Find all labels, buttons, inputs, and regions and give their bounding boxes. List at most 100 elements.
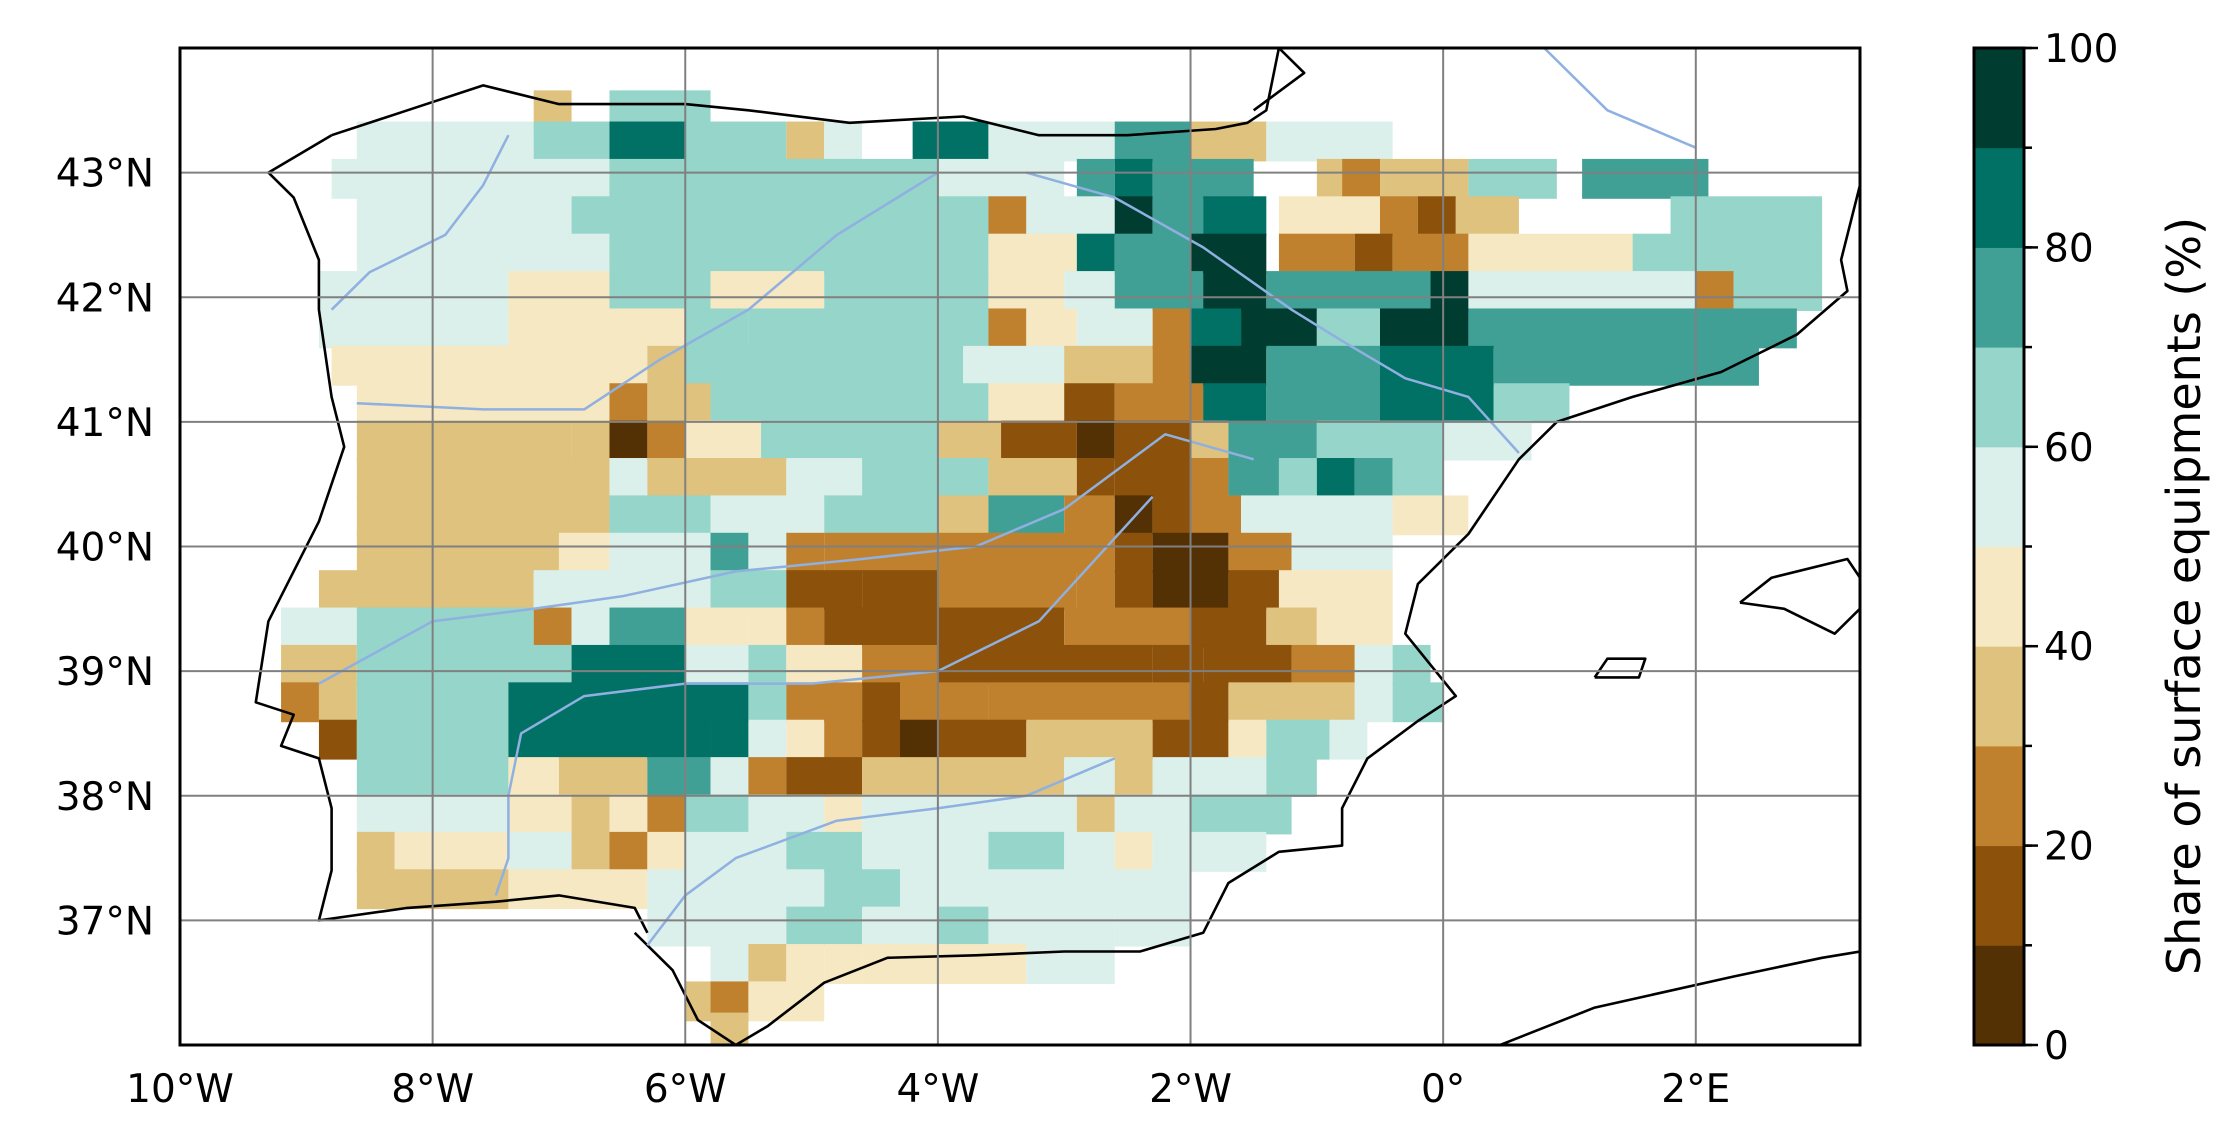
data-cell — [1076, 308, 1153, 349]
data-cell — [862, 831, 989, 872]
data-cell — [1392, 458, 1444, 498]
x-tick-label: 2°E — [1661, 1067, 1730, 1112]
data-cell — [937, 420, 1002, 461]
data-cell — [1026, 944, 1115, 984]
data-cell — [1076, 420, 1115, 461]
rivers-layer — [318, 48, 1697, 947]
data-cell — [685, 831, 787, 872]
data-cell — [1203, 644, 1292, 685]
y-tick-label: 42°N — [56, 276, 154, 321]
data-cell — [710, 532, 749, 573]
data-cell — [685, 345, 964, 386]
data-cell — [1114, 757, 1153, 797]
data-cell — [356, 458, 610, 498]
data-cell — [647, 345, 686, 386]
data-cell — [647, 383, 711, 424]
data-cell — [394, 831, 509, 872]
data-cell — [748, 607, 787, 648]
data-cell — [824, 532, 1115, 573]
data-cell — [748, 757, 787, 797]
data-cell — [1076, 570, 1115, 611]
data-cell — [1114, 831, 1153, 872]
data-cell — [558, 757, 648, 797]
data-cell — [647, 831, 686, 872]
y-tick-label: 40°N — [56, 526, 154, 571]
data-cell — [1316, 308, 1380, 349]
data-cell — [609, 158, 938, 199]
data-cell — [937, 495, 989, 536]
data-cell — [1026, 308, 1077, 349]
data-cell — [1316, 158, 1343, 199]
data-cell — [1443, 420, 1532, 461]
gridlines — [179, 48, 1860, 1045]
data-cell — [1228, 719, 1267, 760]
data-cell — [647, 869, 749, 910]
data-cell — [685, 682, 749, 723]
data-cell — [281, 682, 319, 723]
colorbar-label: Share of surface equipments (%) — [2157, 217, 2211, 975]
data-cell — [571, 831, 610, 872]
colorbar-swatch — [1974, 945, 2024, 1046]
data-cell — [1152, 495, 1191, 536]
data-cell — [1228, 420, 1317, 461]
data-cell — [647, 458, 787, 498]
colorbar-swatch — [1974, 147, 2024, 248]
data-cell — [1203, 271, 1267, 311]
data-cell — [1114, 158, 1153, 199]
data-cell — [1354, 458, 1393, 498]
data-cell — [988, 383, 1065, 424]
data-cell — [1468, 271, 1696, 311]
data-cell — [988, 831, 1065, 872]
colorbar-swatch — [1974, 845, 2024, 946]
data-cell — [1114, 383, 1204, 424]
data-cell — [647, 794, 686, 835]
data-cell — [862, 757, 1065, 797]
coastline — [1496, 950, 1860, 1045]
data-cell — [356, 495, 610, 536]
data-cell — [508, 869, 648, 910]
colorbar-swatch — [1974, 546, 2024, 647]
data-cell — [1316, 420, 1444, 461]
data-cell — [1266, 121, 1393, 162]
data-cell — [1228, 682, 1355, 723]
x-tick-label: 10°W — [126, 1067, 234, 1112]
data-cell — [318, 271, 509, 311]
data-cell — [281, 644, 357, 685]
data-cell — [1114, 271, 1204, 311]
data-cell — [1241, 308, 1317, 349]
colorbar-tick-label: 60 — [2044, 426, 2094, 471]
data-cell — [1266, 719, 1330, 760]
data-cell — [900, 719, 938, 760]
data-cell — [1026, 196, 1115, 237]
coastline — [331, 48, 1281, 137]
colorbar-tick-label: 20 — [2044, 825, 2094, 870]
data-cell — [508, 308, 686, 349]
data-cell — [508, 719, 711, 760]
data-cell — [988, 233, 1077, 274]
data-cell — [937, 158, 1065, 199]
data-cell — [1582, 158, 1709, 199]
data-cell — [1380, 158, 1469, 199]
data-cell — [609, 794, 648, 835]
data-cell — [748, 644, 787, 685]
river — [356, 171, 939, 411]
data-cell — [533, 607, 572, 648]
data-cell — [862, 794, 1077, 835]
data-cell — [1190, 121, 1267, 162]
data-cell — [318, 570, 534, 611]
data-cell — [1266, 607, 1317, 648]
data-cell — [318, 308, 509, 349]
data-cell — [1114, 420, 1191, 461]
data-cell — [937, 719, 1027, 760]
data-cell — [1241, 495, 1393, 536]
colorbar: 0 20 40 60 80 100 — [1972, 27, 2118, 1069]
data-cell — [862, 719, 900, 760]
river — [1025, 171, 1520, 454]
data-cell — [988, 682, 1191, 723]
data-cell — [685, 794, 749, 835]
data-cell — [609, 495, 711, 536]
data-cell — [1380, 308, 1469, 349]
data-cell — [1076, 794, 1115, 835]
data-cell — [988, 906, 1115, 947]
data-cell — [508, 271, 610, 311]
